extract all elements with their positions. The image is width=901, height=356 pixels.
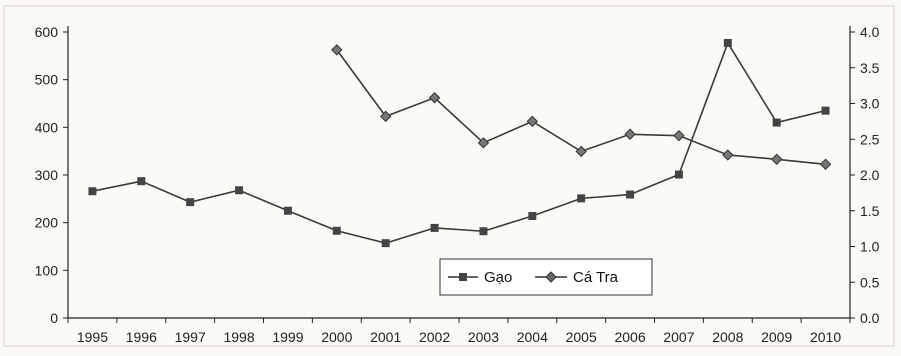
x-tick-label: 2003: [468, 329, 499, 345]
x-tick-label: 2009: [761, 329, 792, 345]
gao-point: [723, 38, 732, 47]
gao-point: [381, 239, 390, 248]
x-tick-label: 1995: [77, 329, 108, 345]
right-tick-label: 3.0: [860, 96, 880, 112]
right-tick-label: 0.0: [860, 310, 880, 326]
right-tick-label: 0.5: [860, 274, 880, 290]
x-axis-ticks: 1995 1996 1997 1998 1999 2000 2001 2002 2003 2004…: [67, 318, 851, 345]
right-axis-ticks: 0.0 0.5 1.0 1.5 2.0 2.5 3.0 3.5 4.0: [850, 24, 880, 326]
x-tick-label: 1997: [175, 329, 206, 345]
right-tick-label: 4.0: [860, 24, 880, 40]
gao-point: [186, 198, 195, 207]
left-tick-label: 600: [35, 24, 59, 40]
x-tick-label: 2008: [712, 329, 743, 345]
ca-tra-point: [477, 137, 490, 149]
gao-point: [674, 170, 683, 179]
gao-line: [92, 41, 826, 244]
ca-tra-point: [624, 128, 636, 140]
gao-point: [772, 118, 781, 127]
gao-point: [577, 194, 586, 203]
left-axis-ticks: 0 100 200 300 400 500 600: [35, 24, 68, 326]
gao-point: [235, 186, 244, 195]
left-tick-label: 0: [50, 310, 58, 326]
gao-point: [332, 226, 341, 235]
right-tick-label: 1.0: [860, 239, 880, 255]
gao-point: [821, 106, 830, 115]
gao-point: [479, 227, 488, 236]
ca-tra-point: [575, 145, 587, 158]
left-tick-label: 300: [35, 167, 59, 183]
right-tick-label: 3.5: [860, 60, 880, 76]
x-tick-label: 1998: [223, 329, 254, 345]
ca-tra-point: [331, 44, 343, 56]
gao-point: [88, 187, 97, 196]
gao-point: [430, 223, 439, 232]
right-tick-label: 2.0: [860, 167, 880, 183]
legend: Gạo Cá Tra: [439, 258, 653, 296]
legend-gao-label: Gạo: [484, 269, 512, 286]
ca-tra-point: [819, 158, 832, 170]
right-tick-label: 1.5: [860, 203, 880, 219]
x-tick-label: 2005: [566, 329, 597, 345]
x-tick-label: 2001: [370, 329, 401, 345]
ca-tra-point: [379, 110, 392, 123]
ca-tra-point: [526, 115, 539, 128]
x-tick-label: 2006: [614, 329, 645, 345]
gao-point: [137, 177, 146, 186]
right-tick-label: 2.5: [860, 131, 880, 147]
x-tick-label: 2007: [663, 329, 694, 345]
left-tick-label: 100: [35, 262, 59, 278]
x-tick-label: 2000: [321, 329, 352, 345]
ca-tra-point: [770, 153, 783, 165]
ca-tra-point: [722, 149, 734, 161]
gao-point: [283, 206, 292, 215]
ca-tra-point: [673, 129, 685, 142]
left-tick-label: 500: [35, 72, 59, 88]
chart-border: [3, 5, 895, 347]
legend-gao-marker: [459, 273, 467, 281]
gao-point: [528, 211, 537, 220]
x-tick-label: 2002: [419, 329, 450, 345]
left-tick-label: 200: [35, 215, 59, 231]
x-tick-label: 1996: [126, 329, 157, 345]
legend-ca-tra-label: Cá Tra: [573, 269, 619, 286]
x-tick-label: 2004: [517, 329, 548, 345]
x-tick-label: 1999: [272, 329, 303, 345]
legend-ca-tra-marker: [545, 271, 557, 283]
ca-tra-point: [428, 92, 441, 104]
gao-point: [626, 190, 635, 199]
x-tick-label: 2010: [810, 329, 841, 345]
series-ca-tra: [331, 44, 832, 170]
left-tick-label: 400: [35, 119, 59, 135]
series-gao: [88, 38, 830, 248]
